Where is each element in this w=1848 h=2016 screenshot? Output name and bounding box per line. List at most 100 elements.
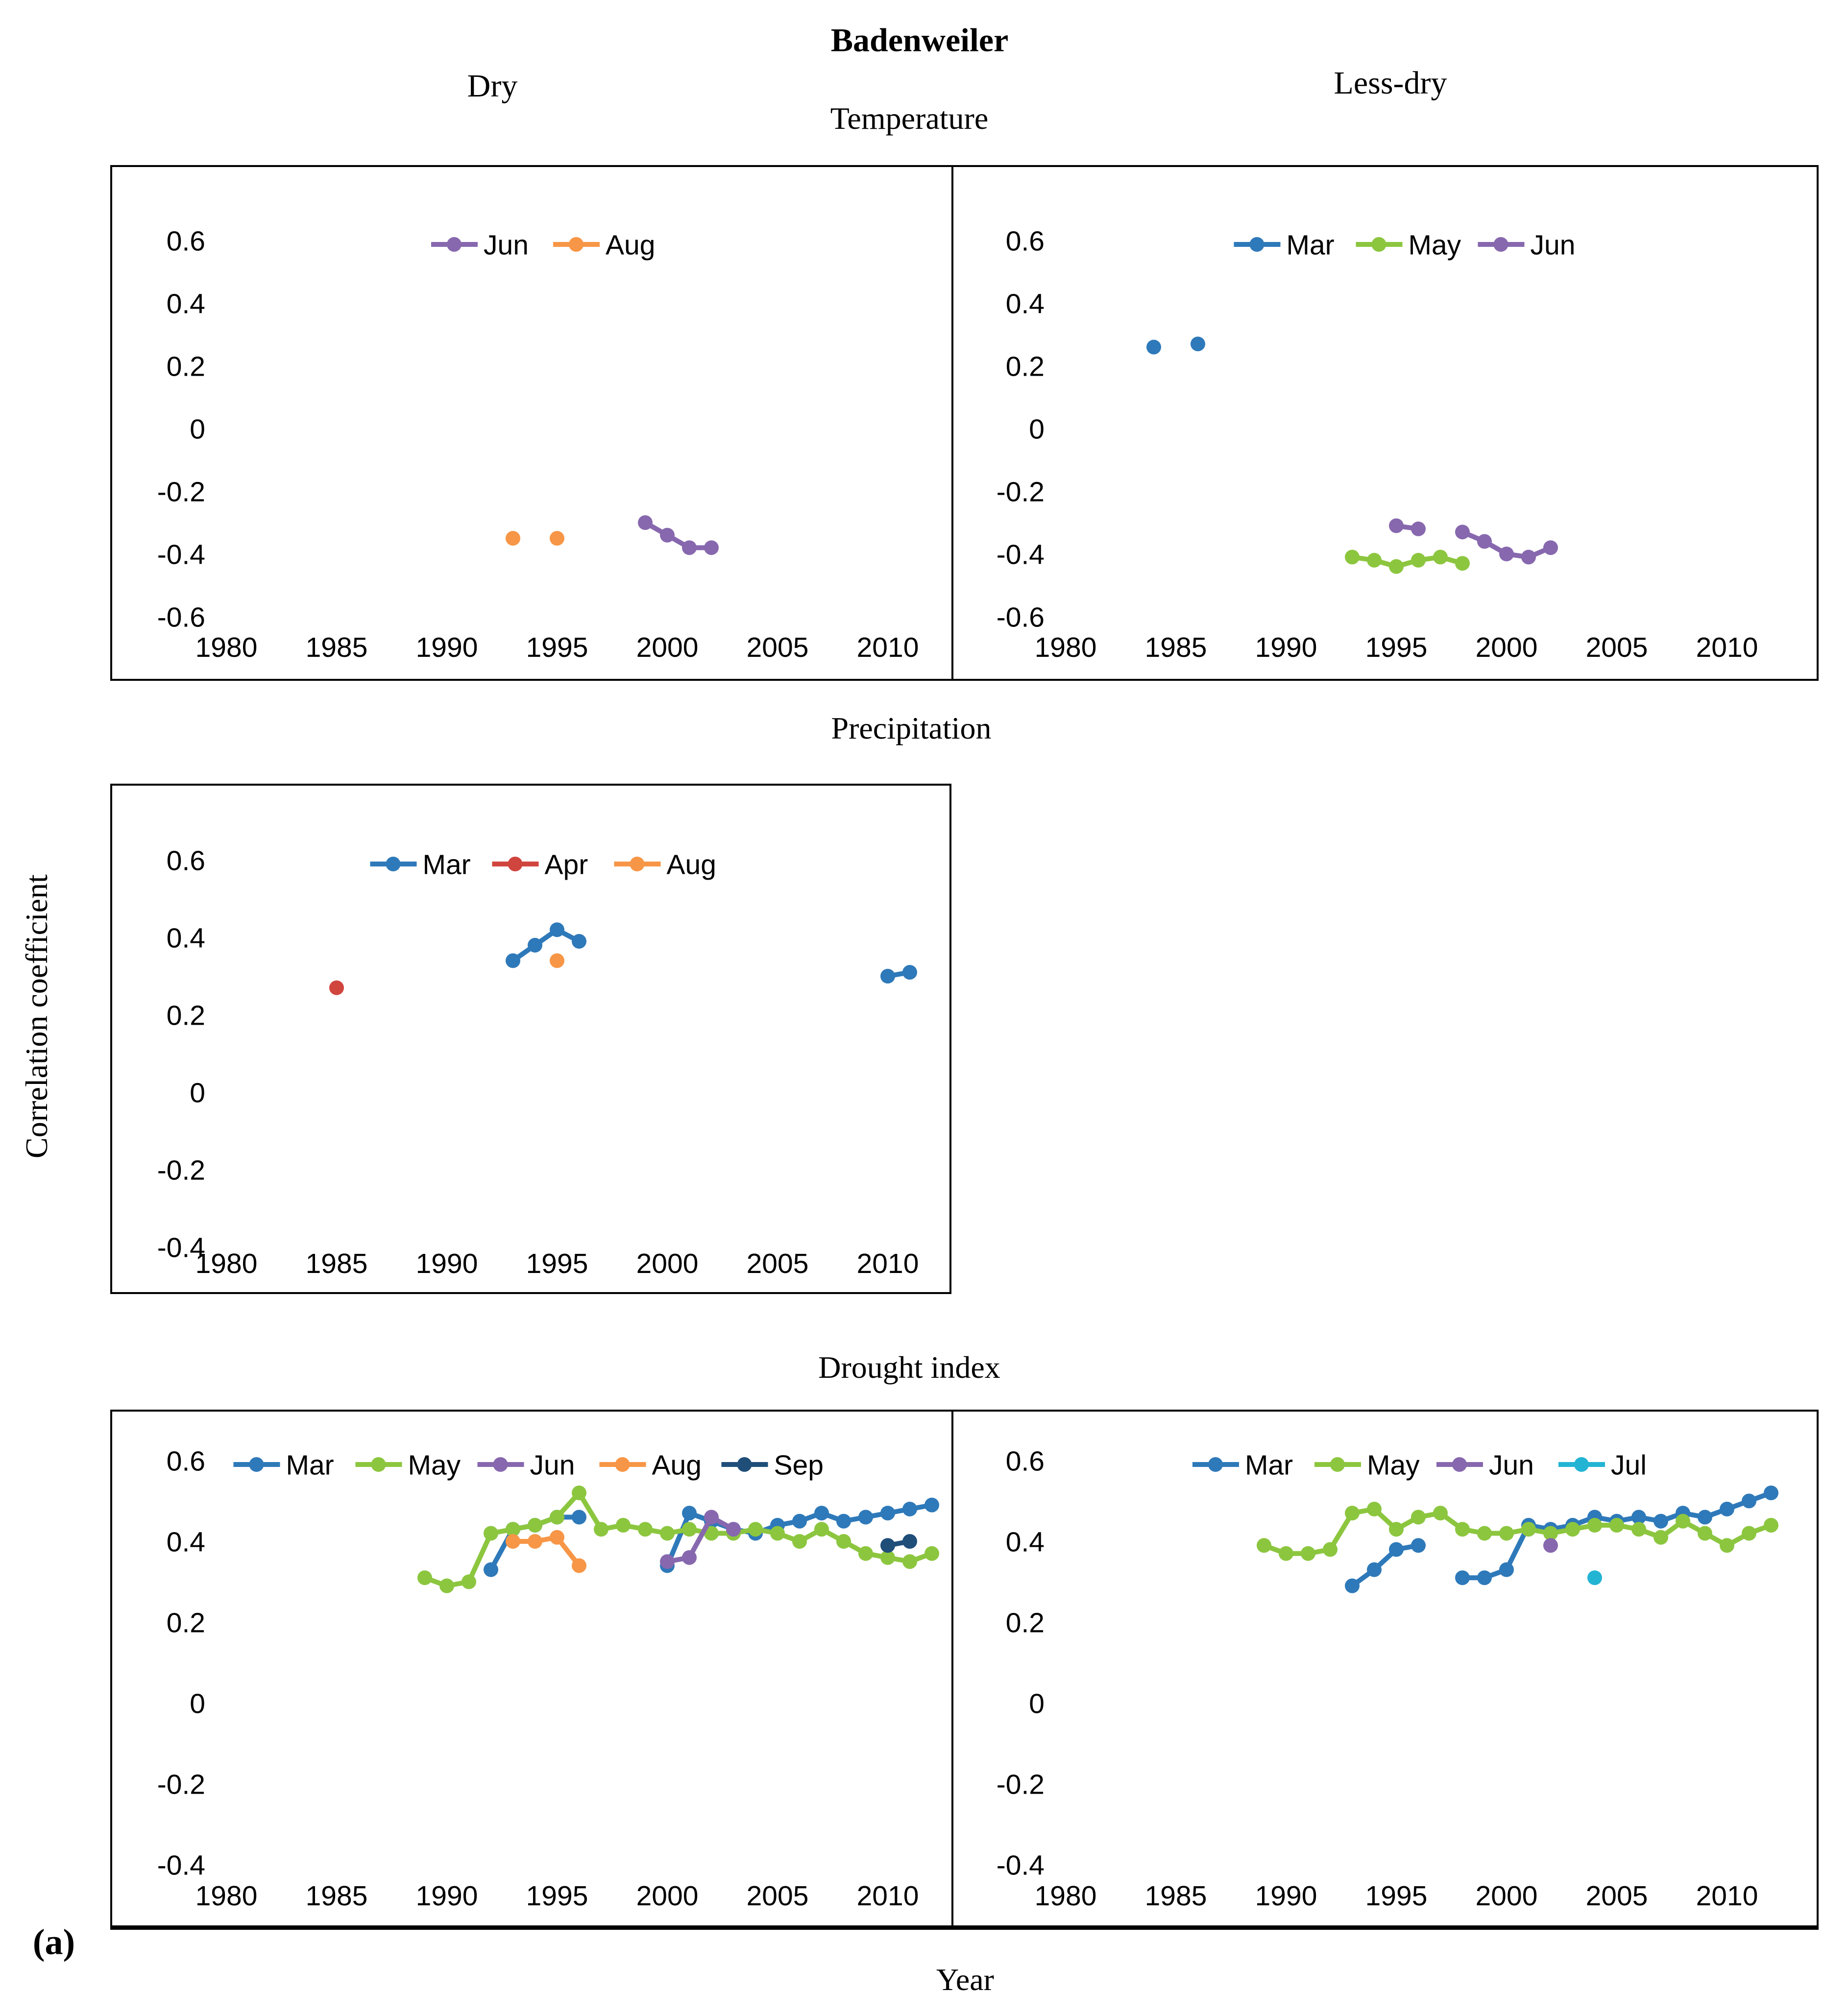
figure-title: Badenweiler: [830, 21, 1009, 59]
legend-marker-icon: [1330, 1457, 1345, 1472]
data-point-may: [1367, 552, 1382, 568]
legend-label: Mar: [423, 849, 471, 881]
y-tick-label: 0: [1029, 1688, 1045, 1720]
x-tick-label: 2000: [636, 632, 699, 663]
data-point-jun: [1543, 540, 1558, 555]
y-tick-label: -0.2: [157, 1155, 205, 1186]
drought-row-divider: [951, 1412, 953, 1925]
legend-marker-icon: [1371, 237, 1386, 252]
legend-marker-icon: [371, 1457, 386, 1472]
x-tick-label: 1980: [195, 632, 258, 663]
data-point-mar: [814, 1506, 829, 1521]
x-tick-label: 2000: [1476, 1880, 1538, 1912]
legend-marker-icon: [1249, 237, 1264, 252]
y-tick-label: 0.4: [1006, 288, 1045, 320]
y-tick-label: 0.4: [167, 923, 205, 954]
series-sep: [880, 1534, 917, 1553]
x-tick-label: 1985: [1145, 1880, 1207, 1912]
legend-marker-icon: [569, 237, 584, 252]
data-point-aug: [572, 1558, 586, 1573]
legend-item-jun: Jun: [1478, 230, 1575, 261]
legend-label: Aug: [652, 1450, 702, 1481]
column-header-less-dry: Less-dry: [1334, 65, 1447, 101]
series-mar: [506, 922, 917, 984]
data-point-may: [1543, 1526, 1558, 1541]
x-tick-label: 1990: [416, 1248, 478, 1279]
column-header-dry: Dry: [467, 68, 518, 104]
data-point-sep: [880, 1538, 895, 1553]
data-point-jun: [1411, 521, 1426, 536]
x-tick-label: 1995: [526, 1248, 588, 1279]
data-point-may: [682, 1522, 697, 1537]
data-point-jun: [704, 1510, 719, 1525]
x-tick-label: 2000: [636, 1880, 699, 1912]
series-jun: [638, 515, 719, 555]
data-point-mar: [1367, 1562, 1382, 1577]
panel-letter: (a): [32, 1922, 75, 1963]
x-tick-label: 2010: [1696, 1880, 1758, 1912]
data-point-jun: [1543, 1538, 1558, 1553]
series-jun: [660, 1510, 741, 1569]
data-point-may: [1653, 1530, 1668, 1545]
x-tick-label: 1990: [416, 632, 478, 663]
data-point-may: [1389, 559, 1404, 574]
legend-marker-icon: [615, 1457, 630, 1472]
data-point-may: [880, 1550, 895, 1565]
y-tick-label: 0.2: [167, 1608, 205, 1639]
y-tick-label: 0.6: [1006, 226, 1045, 257]
data-point-jun: [660, 528, 675, 543]
temperature-row-divider: [951, 167, 953, 679]
series-apr: [329, 980, 344, 995]
legend-item-may: May: [1314, 1450, 1420, 1481]
data-point-may: [1345, 1506, 1360, 1521]
x-tick-label: 1980: [195, 1880, 258, 1912]
y-tick-label: -0.2: [157, 1769, 205, 1800]
x-tick-label: 1990: [1255, 632, 1317, 663]
x-tick-label: 2005: [1586, 1880, 1648, 1912]
data-point-may: [704, 1526, 719, 1541]
y-tick-label: -0.6: [997, 602, 1045, 633]
y-tick-label: 0: [190, 1688, 205, 1720]
data-point-aug: [550, 953, 564, 968]
data-point-sep: [902, 1534, 917, 1549]
legend-item-mar: Mar: [370, 849, 471, 881]
y-tick-label: -0.4: [157, 539, 205, 571]
x-tick-label: 2005: [1586, 632, 1648, 663]
y-tick-label: -0.4: [997, 539, 1045, 571]
data-point-jun: [726, 1522, 741, 1537]
y-tick-label: 0: [190, 1078, 205, 1109]
y-tick-label: 0.2: [1006, 351, 1045, 383]
data-point-may: [1764, 1518, 1778, 1533]
data-point-mar: [1345, 1578, 1360, 1593]
chart-temperature-dry: 0.6 0.4 0.2 0 -0.2 -0.4 -0.6 1980 1985 1990 1995 20…: [112, 167, 949, 681]
data-point-jun: [682, 540, 697, 555]
y-tick-label: 0.6: [1006, 1446, 1045, 1477]
data-point-mar: [1191, 336, 1205, 352]
legend-label: May: [1409, 230, 1461, 261]
data-point-may: [1587, 1518, 1602, 1533]
x-tick-label: 1990: [416, 1880, 478, 1912]
data-point-mar: [484, 1562, 498, 1577]
x-tick-label: 1990: [1255, 1880, 1317, 1912]
legend-label: Jun: [1489, 1450, 1534, 1481]
x-tick-label: 1980: [1035, 1880, 1097, 1912]
data-point-mar: [924, 1497, 939, 1512]
series-aug: [506, 1530, 586, 1573]
data-point-jun: [660, 1554, 675, 1569]
data-point-mar: [1146, 339, 1161, 355]
x-tick-label: 2010: [1696, 632, 1758, 663]
legend-marker-icon: [1452, 1457, 1467, 1472]
data-point-may: [814, 1522, 829, 1537]
x-tick-label: 1995: [526, 632, 588, 663]
series-may: [1345, 550, 1470, 574]
legend-marker-icon: [386, 857, 401, 871]
data-point-mar: [836, 1513, 851, 1529]
y-tick-label: 0: [190, 414, 205, 445]
data-point-mar: [880, 969, 895, 984]
legend-item-may: May: [1356, 230, 1461, 261]
data-point-jun: [1499, 547, 1514, 561]
data-point-may: [792, 1534, 807, 1549]
